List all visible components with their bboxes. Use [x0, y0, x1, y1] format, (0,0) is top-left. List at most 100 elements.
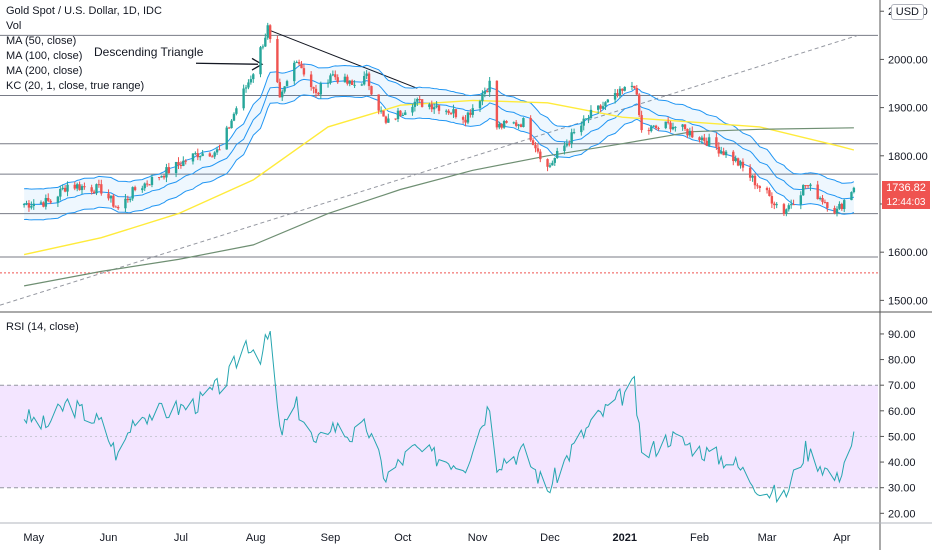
legend-ma50[interactable]: MA (50, close) — [6, 35, 77, 47]
candle — [25, 203, 28, 205]
candle — [741, 161, 745, 168]
candle — [703, 137, 706, 141]
rsi-tick-label: 90.00 — [888, 329, 916, 341]
candle — [384, 116, 388, 123]
candle — [249, 79, 253, 83]
currency-button[interactable]: USD — [890, 4, 924, 20]
legend-vol[interactable]: Vol — [6, 20, 22, 32]
candle — [816, 184, 819, 200]
candle — [218, 149, 221, 151]
candle — [722, 151, 725, 156]
candle — [688, 130, 692, 136]
candle — [481, 93, 484, 102]
candle — [401, 114, 405, 116]
candle — [640, 115, 643, 131]
candle — [799, 195, 803, 205]
candle — [447, 110, 450, 114]
candle — [47, 197, 50, 201]
candle — [736, 158, 740, 166]
candle — [264, 37, 267, 47]
legend-kc[interactable]: KC (20, 1, close, true range) — [6, 80, 145, 92]
candle — [452, 109, 455, 114]
candle — [818, 197, 822, 200]
candle — [850, 192, 853, 201]
candle — [466, 112, 470, 123]
candle — [522, 118, 525, 127]
triangle-line — [267, 29, 418, 89]
candle — [539, 151, 542, 160]
price-tick-label: 1900.00 — [888, 103, 928, 115]
candle — [478, 101, 482, 109]
candle — [563, 145, 566, 152]
candle — [227, 127, 231, 129]
candle — [683, 124, 687, 129]
candle — [309, 74, 313, 88]
x-tick-label: Jul — [174, 532, 188, 544]
candle — [44, 197, 48, 207]
candle — [488, 80, 491, 93]
rsi-label[interactable]: RSI (14, close) — [6, 321, 79, 333]
candle — [633, 85, 636, 89]
candle — [191, 153, 195, 162]
candle — [568, 143, 571, 145]
candle — [461, 117, 465, 120]
candle — [666, 121, 670, 123]
candle — [765, 187, 769, 191]
candle — [495, 80, 499, 128]
candle — [570, 132, 573, 144]
candle — [430, 104, 433, 110]
candle — [97, 184, 101, 186]
rsi-legend: RSI (14, close) — [6, 320, 79, 335]
rsi-tick-label: 40.00 — [888, 457, 916, 469]
candle — [652, 125, 655, 127]
candle — [821, 197, 824, 202]
candle — [160, 175, 163, 178]
legend-ma100[interactable]: MA (100, close) — [6, 50, 83, 62]
candle — [326, 82, 330, 84]
candle — [650, 126, 653, 132]
candle — [802, 185, 805, 196]
candle — [835, 208, 839, 214]
candle — [377, 94, 380, 111]
candle — [792, 204, 795, 206]
x-tick-label: 2021 — [612, 532, 636, 544]
candle — [534, 144, 537, 149]
candle — [350, 80, 354, 85]
candle — [582, 118, 585, 126]
candle — [635, 88, 638, 95]
candle — [230, 120, 233, 129]
candle — [78, 184, 81, 191]
candle — [367, 73, 371, 87]
candle — [546, 159, 549, 167]
candle — [32, 203, 35, 207]
candle — [732, 151, 735, 162]
candle — [669, 122, 672, 130]
annotation-arrow — [195, 62, 259, 65]
candle — [623, 86, 626, 91]
candle — [394, 118, 397, 120]
candle — [259, 47, 262, 75]
candle — [739, 161, 742, 166]
price-pane: Descending Triangle — [0, 22, 878, 306]
candle — [404, 112, 407, 115]
candle — [500, 123, 503, 128]
candle — [90, 187, 93, 192]
candle — [370, 86, 373, 95]
candle — [150, 176, 154, 185]
candle — [365, 73, 368, 76]
candle — [244, 87, 248, 89]
ma200-line — [23, 127, 854, 287]
candle — [148, 184, 151, 186]
candle — [483, 91, 487, 94]
price-tick-label: 1500.00 — [888, 295, 928, 307]
x-tick-label: Nov — [468, 532, 488, 544]
legend-symbol[interactable]: Gold Spot / U.S. Dollar, 1D, IDC — [6, 5, 162, 17]
candle — [700, 137, 704, 141]
candle — [92, 191, 96, 194]
candle — [107, 193, 110, 199]
candle — [379, 110, 383, 112]
legend-ma200[interactable]: MA (200, close) — [6, 65, 83, 77]
candle — [734, 158, 737, 162]
candle — [773, 203, 776, 206]
